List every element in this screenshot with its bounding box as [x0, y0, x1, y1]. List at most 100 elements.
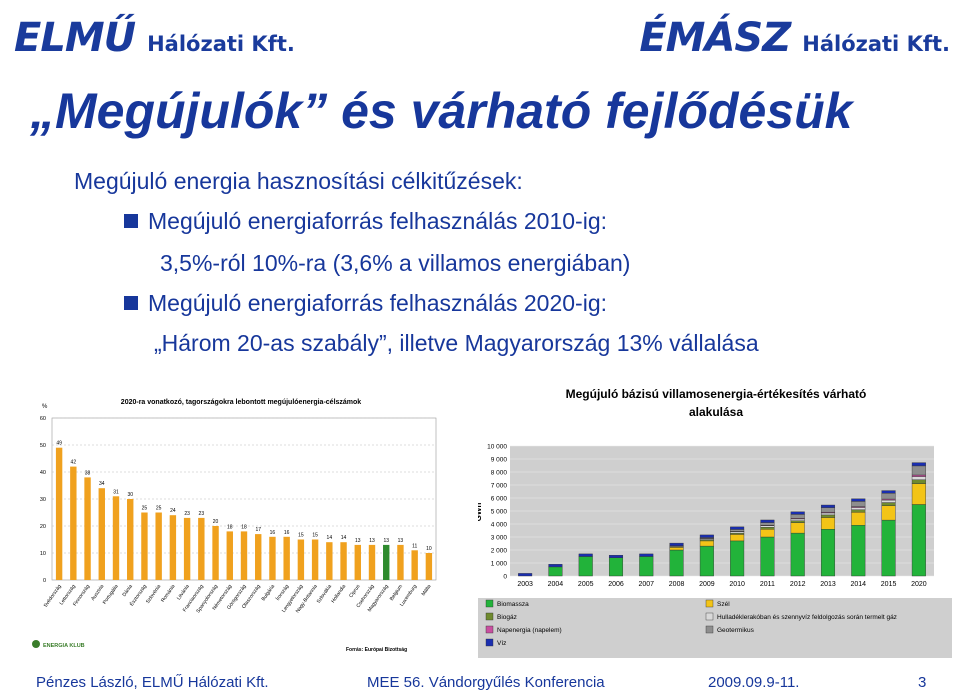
bar-segment-2013: [820, 528, 836, 577]
bar-value-label: 18: [227, 524, 233, 530]
y-tick-label: 5 000: [491, 509, 508, 516]
bar-segment-2011: [760, 528, 775, 538]
bar-value-label: 13: [355, 538, 361, 544]
bar-Szlovákia: [326, 542, 333, 580]
bar-Luxemburg: [411, 550, 418, 580]
x-tick-label: 2005: [578, 581, 594, 588]
legend-swatch: [485, 612, 494, 621]
emasz-logo: ÉMÁSZ Hálózati Kft.: [639, 12, 950, 58]
bar-value-label: 20: [213, 519, 219, 525]
bar-value-label: 14: [341, 535, 347, 541]
slide-title: „Megújulók” és várható fejlődésük: [30, 83, 853, 139]
bar-segment-2012: [790, 518, 805, 521]
bar-segment-2015: [881, 502, 896, 507]
bar-value-label: 15: [298, 533, 304, 539]
bar-segment-2014: [851, 501, 866, 507]
bar-value-label: 13: [369, 538, 375, 544]
bar-Románia: [169, 515, 177, 580]
bar-Csehország: [368, 544, 376, 580]
bar-value-label: 11: [412, 543, 417, 549]
bar-segment-2011: [760, 519, 775, 523]
bar-value-label: 34: [99, 481, 105, 487]
bar-segment-2015: [881, 490, 896, 494]
bar-segment-2014: [851, 507, 866, 510]
bar-value-label: 17: [255, 527, 261, 533]
bar-Litvánia: [183, 517, 191, 580]
bar-Franciaország: [198, 517, 205, 580]
bar-segment-2005: [578, 556, 593, 577]
bar-segment-2020: [911, 483, 926, 505]
bar-value-label: 16: [270, 530, 276, 536]
bar-segment-2020: [911, 504, 926, 577]
elmu-logo-subtext: Hálózati Kft.: [147, 32, 295, 56]
bar-segment-2009: [699, 545, 714, 577]
bar-segment-2020: [911, 476, 926, 481]
bar-Dánia: [127, 499, 134, 580]
x-tick-label: 2014: [850, 581, 866, 588]
bar-Lettország: [70, 466, 77, 580]
x-tick-label: 2010: [729, 581, 745, 588]
bar-segment-2003: [518, 573, 533, 577]
bar-value-label: 25: [142, 506, 148, 512]
bar-segment-2020: [911, 479, 926, 484]
bar-segment-2013: [820, 517, 836, 530]
bar-Portugália: [112, 496, 120, 580]
legend-swatch: [485, 638, 494, 647]
x-tick-label: 2007: [638, 581, 654, 588]
bar-segment-2010: [730, 540, 745, 577]
renewable-sales-chart: Megújuló bázisú villamosenergia-értékesí…: [474, 380, 952, 658]
legend-label: Szél: [717, 601, 730, 608]
energia-klub-logo-icon: [32, 640, 40, 648]
x-tick-label: Szlovénia: [145, 584, 162, 605]
bar-Nagy-Britannia: [311, 539, 319, 580]
bullet-2020-label: Megújuló energiaforrás felhasználás 2020…: [148, 290, 608, 316]
bar-segment-2007: [639, 553, 654, 557]
x-tick-label: 2013: [820, 581, 836, 588]
bar-segment-2013: [820, 514, 836, 518]
legend-swatch: [485, 599, 494, 608]
bar-value-label: 16: [284, 530, 290, 536]
bar-segment-2008: [669, 542, 684, 546]
renewable-sales-chart-svg: Megújuló bázisú villamosenergia-értékesí…: [474, 387, 952, 658]
bar-value-label: 23: [199, 511, 205, 517]
legend-swatch: [705, 599, 714, 608]
chart-title: 2020-ra vonatkozó, tagországokra lebonto…: [121, 399, 361, 406]
legend-box: [478, 598, 952, 658]
legend-label: Biomassza: [497, 601, 529, 608]
bullet-item-2020: Megújuló energiaforrás felhasználás 2020…: [124, 288, 607, 318]
y-tick-label: 9 000: [491, 457, 508, 464]
x-tick-label: Málta: [421, 584, 433, 598]
bar-segment-2008: [669, 547, 684, 551]
bullet-item-2010: Megújuló energiaforrás felhasználás 2010…: [124, 206, 607, 236]
emasz-logo-subtext: Hálózati Kft.: [802, 32, 950, 56]
y-tick-label: 2 000: [491, 548, 508, 555]
y-tick-label: 20: [40, 524, 46, 530]
x-tick-label: Bulgária: [261, 584, 277, 603]
y-tick-label: 6 000: [491, 496, 508, 503]
x-tick-label: 2012: [790, 581, 806, 588]
bar-segment-2006: [608, 554, 624, 558]
bar-value-label: 18: [241, 524, 247, 530]
elmu-logo-text: ELMŰ: [14, 15, 136, 61]
bar-value-label: 49: [56, 441, 62, 447]
bar-Spanyolország: [212, 526, 219, 580]
chart-title-line-2: alakulása: [689, 405, 743, 419]
x-tick-label: Svédország: [43, 584, 63, 609]
bullet-square-icon: [124, 214, 138, 228]
y-axis-label: %: [42, 404, 48, 410]
bar-value-label: 15: [312, 533, 318, 539]
bar-segment-2020: [911, 465, 926, 476]
y-tick-label: 10 000: [487, 444, 507, 451]
bar-Bulgária: [269, 536, 276, 580]
bar-Németország: [226, 531, 233, 580]
y-tick-label: 50: [40, 443, 46, 449]
x-tick-label: 2020: [911, 581, 927, 588]
bar-Magyarország: [383, 544, 390, 580]
bar-value-label: 30: [127, 492, 133, 498]
y-tick-label: 4 000: [491, 522, 508, 529]
bar-Szlovénia: [155, 512, 162, 580]
y-tick-label: 0: [503, 574, 507, 581]
bar-Olaszország: [255, 534, 262, 580]
footer-page-number: 3: [918, 674, 927, 691]
bar-Észtország: [141, 512, 148, 580]
